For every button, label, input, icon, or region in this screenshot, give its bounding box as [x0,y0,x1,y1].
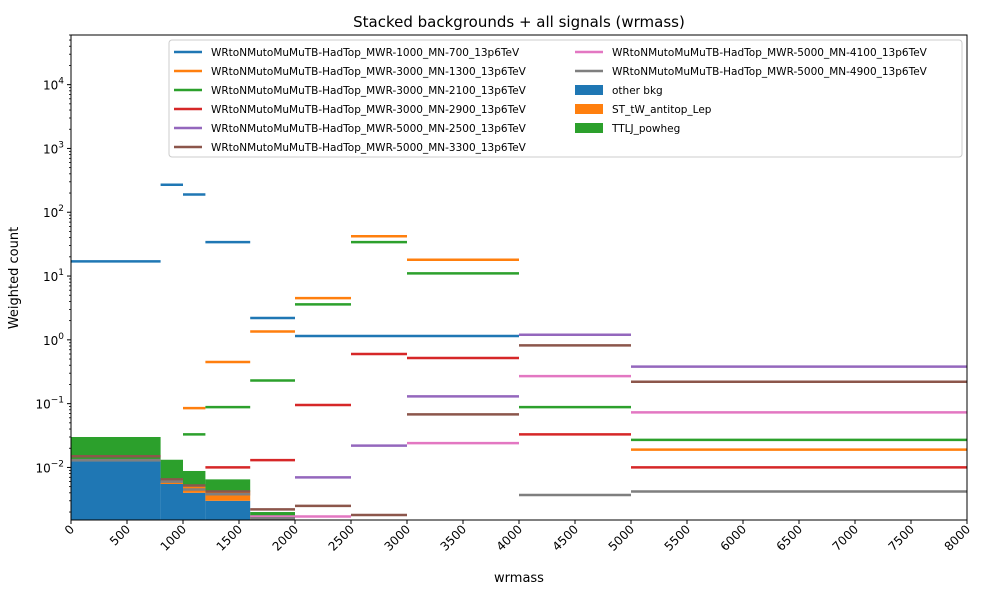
legend-label-wrtonmutomumutb-hadtop-mwr-3000-mn-2100-13p6tev: WRtoNMutoMuMuTB-HadTop_MWR-3000_MN-2100_… [211,85,527,97]
legend-swatch-st-tw-antitop-lep [575,104,603,114]
bar-ttlj-powheg-bin-3 [205,479,251,492]
chart-title: Stacked backgrounds + all signals (wrmas… [353,13,685,31]
bar-other-bkg-bin-1 [160,484,183,520]
x-tick-label: 8000 [942,522,973,553]
x-tick-label: 3500 [438,522,469,553]
y-tick-label: 103 [43,140,64,156]
x-axis-label: wrmass [494,571,544,586]
x-tick-label: 0 [62,522,77,537]
x-tick-label: 3000 [382,522,413,553]
bar-other-bkg-bin-3 [205,500,251,520]
legend-label-wrtonmutomumutb-hadtop-mwr-5000-mn-2500-13p6tev: WRtoNMutoMuMuTB-HadTop_MWR-5000_MN-2500_… [211,123,527,135]
bar-other-bkg-bin-0 [71,461,161,520]
bar-other-bkg-bin-2 [183,492,206,520]
bar-st-tw-antitop-lep-bin-3 [205,491,251,501]
x-axis-ticks: 0 500 1000 1500 2000 2500 3000 3500 4000 4500 5000… [62,520,973,554]
legend-label-wrtonmutomumutb-hadtop-mwr-3000-mn-1300-13p6tev: WRtoNMutoMuMuTB-HadTop_MWR-3000_MN-1300_… [211,66,527,78]
legend-label-wrtonmutomumutb-hadtop-mwr-5000-mn-4900-13p6tev: WRtoNMutoMuMuTB-HadTop_MWR-5000_MN-4900_… [612,66,928,78]
legend-label-st-tw-antitop-lep: ST_tW_antitop_Lep [612,104,712,116]
y-tick-label: 10−2 [35,459,64,475]
legend-column-1: WRtoNMutoMuMuTB-HadTop_MWR-1000_MN-700_1… [174,47,527,154]
x-tick-label: 1500 [214,522,245,553]
x-tick-label: 7500 [886,522,917,553]
legend-label-other-bkg: other bkg [612,85,663,97]
bar-ttlj-powheg-bin-0 [71,436,161,461]
x-tick-label: 5500 [662,522,693,553]
x-tick-label: 7000 [830,522,861,553]
legend-swatch-other-bkg [575,85,603,95]
x-tick-label: 500 [107,522,133,548]
legend-swatch-ttlj-powheg [575,123,603,133]
y-tick-label: 10−1 [35,396,64,412]
legend-label-wrtonmutomumutb-hadtop-mwr-5000-mn-3300-13p6tev: WRtoNMutoMuMuTB-HadTop_MWR-5000_MN-3300_… [211,142,527,154]
x-tick-label: 4000 [494,522,525,553]
x-tick-label: 5000 [606,522,637,553]
background-stack [71,436,295,520]
legend-label-ttlj-powheg: TTLJ_powheg [611,123,680,135]
legend-label-wrtonmutomumutb-hadtop-mwr-5000-mn-4100-13p6tev: WRtoNMutoMuMuTB-HadTop_MWR-5000_MN-4100_… [612,47,928,59]
x-tick-label: 6000 [718,522,749,553]
x-tick-label: 6500 [774,522,805,553]
x-tick-label: 4500 [550,522,581,553]
legend-frame [168,39,963,158]
x-tick-label: 1000 [158,522,189,553]
y-tick-label: 104 [43,77,64,93]
y-tick-label: 102 [43,204,64,220]
bar-ttlj-powheg-bin-2 [183,470,206,487]
legend-label-wrtonmutomumutb-hadtop-mwr-1000-mn-700-13p6tev: WRtoNMutoMuMuTB-HadTop_MWR-1000_MN-700_1… [211,47,520,59]
x-tick-label: 2500 [326,522,357,553]
x-tick-label: 2000 [270,522,301,553]
y-axis-label: Weighted count [7,227,22,329]
bar-ttlj-powheg-bin-1 [160,459,183,482]
y-tick-label: 100 [43,332,64,348]
legend-label-wrtonmutomumutb-hadtop-mwr-3000-mn-2900-13p6tev: WRtoNMutoMuMuTB-HadTop_MWR-3000_MN-2900_… [211,104,527,116]
bar-ttlj-powheg-bin-4 [250,512,295,519]
legend: WRtoNMutoMuMuTB-HadTop_MWR-1000_MN-700_1… [168,39,963,158]
y-tick-label: 101 [43,268,64,284]
legend-column-2: WRtoNMutoMuMuTB-HadTop_MWR-5000_MN-4100_… [575,47,928,135]
signal-lines [71,183,967,520]
y-axis-ticks: 10−2 10−1 100 101 102 103 104 [35,34,71,513]
